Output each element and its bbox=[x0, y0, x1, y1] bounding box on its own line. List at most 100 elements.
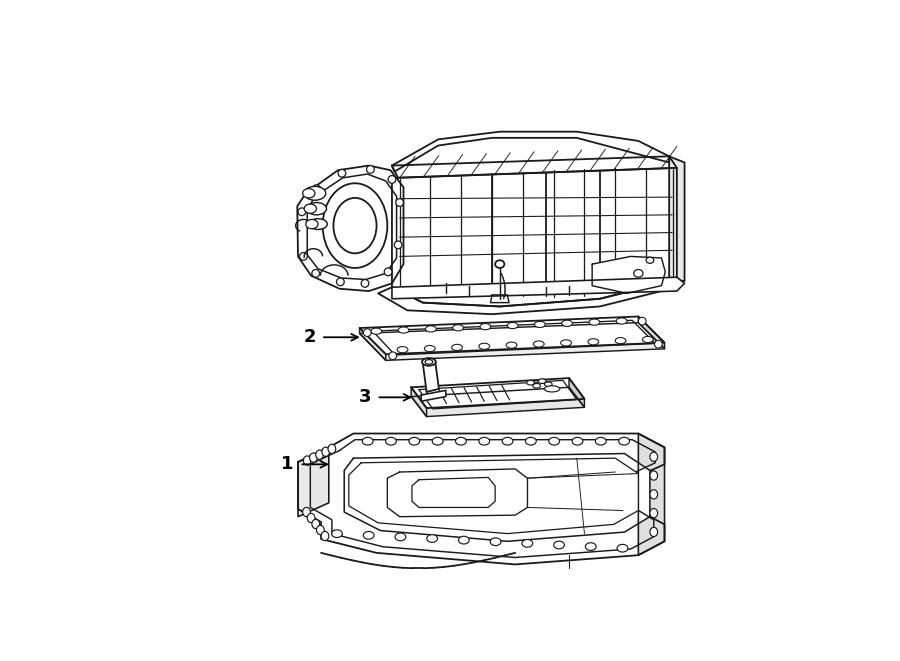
Ellipse shape bbox=[634, 270, 643, 277]
Polygon shape bbox=[592, 256, 665, 293]
Ellipse shape bbox=[300, 253, 307, 260]
Ellipse shape bbox=[502, 438, 513, 445]
Ellipse shape bbox=[312, 520, 319, 529]
Ellipse shape bbox=[422, 358, 436, 366]
Polygon shape bbox=[349, 458, 638, 533]
Ellipse shape bbox=[322, 447, 329, 456]
Ellipse shape bbox=[585, 543, 596, 551]
Ellipse shape bbox=[302, 188, 315, 198]
Ellipse shape bbox=[650, 527, 658, 537]
Ellipse shape bbox=[544, 386, 560, 392]
Ellipse shape bbox=[312, 270, 319, 277]
Ellipse shape bbox=[535, 321, 545, 327]
Ellipse shape bbox=[508, 323, 518, 329]
Ellipse shape bbox=[452, 344, 463, 350]
Ellipse shape bbox=[432, 438, 443, 445]
Ellipse shape bbox=[363, 438, 374, 445]
Ellipse shape bbox=[646, 257, 653, 263]
Ellipse shape bbox=[618, 438, 629, 445]
Ellipse shape bbox=[650, 508, 658, 518]
Text: 2: 2 bbox=[303, 329, 316, 346]
Polygon shape bbox=[669, 156, 685, 281]
Polygon shape bbox=[411, 378, 584, 408]
Ellipse shape bbox=[425, 346, 436, 352]
Ellipse shape bbox=[364, 531, 374, 539]
Ellipse shape bbox=[544, 382, 552, 387]
Ellipse shape bbox=[643, 336, 653, 342]
Ellipse shape bbox=[426, 326, 436, 332]
Ellipse shape bbox=[395, 533, 406, 541]
Ellipse shape bbox=[533, 383, 541, 388]
Ellipse shape bbox=[495, 260, 504, 268]
Ellipse shape bbox=[338, 169, 346, 177]
Polygon shape bbox=[638, 317, 664, 349]
Polygon shape bbox=[392, 156, 677, 178]
Ellipse shape bbox=[321, 531, 328, 541]
Ellipse shape bbox=[561, 340, 572, 346]
Ellipse shape bbox=[366, 165, 374, 173]
Ellipse shape bbox=[526, 380, 535, 385]
Polygon shape bbox=[411, 387, 427, 416]
Ellipse shape bbox=[479, 343, 490, 350]
Ellipse shape bbox=[491, 538, 501, 545]
Ellipse shape bbox=[309, 219, 328, 229]
Ellipse shape bbox=[616, 318, 627, 324]
Ellipse shape bbox=[409, 438, 419, 445]
Polygon shape bbox=[298, 447, 328, 517]
Ellipse shape bbox=[322, 183, 387, 268]
Ellipse shape bbox=[331, 530, 342, 537]
Polygon shape bbox=[421, 391, 446, 401]
Ellipse shape bbox=[588, 338, 598, 345]
Ellipse shape bbox=[638, 317, 646, 325]
Ellipse shape bbox=[549, 438, 560, 445]
Ellipse shape bbox=[453, 325, 464, 331]
Ellipse shape bbox=[371, 328, 382, 334]
Ellipse shape bbox=[302, 508, 310, 517]
Ellipse shape bbox=[425, 360, 433, 364]
Ellipse shape bbox=[394, 241, 402, 249]
Ellipse shape bbox=[596, 438, 607, 445]
Ellipse shape bbox=[385, 438, 396, 445]
Polygon shape bbox=[491, 295, 509, 303]
Ellipse shape bbox=[361, 280, 369, 288]
Ellipse shape bbox=[398, 327, 409, 333]
Ellipse shape bbox=[328, 444, 336, 453]
Polygon shape bbox=[392, 132, 669, 172]
Ellipse shape bbox=[317, 525, 324, 535]
Ellipse shape bbox=[650, 490, 658, 499]
Ellipse shape bbox=[650, 471, 658, 480]
Ellipse shape bbox=[304, 204, 317, 214]
Polygon shape bbox=[638, 434, 664, 555]
Ellipse shape bbox=[396, 199, 403, 206]
Ellipse shape bbox=[306, 219, 318, 229]
Polygon shape bbox=[344, 453, 650, 541]
Ellipse shape bbox=[526, 438, 536, 445]
Ellipse shape bbox=[310, 453, 318, 462]
Ellipse shape bbox=[312, 185, 320, 192]
Ellipse shape bbox=[572, 438, 583, 445]
Ellipse shape bbox=[397, 346, 408, 353]
Ellipse shape bbox=[364, 329, 371, 336]
Ellipse shape bbox=[427, 535, 437, 543]
Ellipse shape bbox=[650, 452, 658, 461]
Ellipse shape bbox=[554, 541, 564, 549]
Ellipse shape bbox=[307, 202, 327, 215]
Polygon shape bbox=[392, 277, 685, 299]
Text: 3: 3 bbox=[359, 388, 371, 407]
Ellipse shape bbox=[616, 338, 625, 344]
Ellipse shape bbox=[562, 320, 572, 327]
Polygon shape bbox=[360, 328, 386, 360]
Polygon shape bbox=[423, 360, 439, 392]
Polygon shape bbox=[387, 469, 527, 517]
Ellipse shape bbox=[384, 268, 392, 276]
Polygon shape bbox=[307, 174, 397, 280]
Ellipse shape bbox=[506, 342, 517, 348]
Ellipse shape bbox=[538, 379, 546, 383]
Ellipse shape bbox=[304, 186, 326, 200]
Ellipse shape bbox=[534, 341, 544, 347]
Polygon shape bbox=[569, 378, 584, 407]
Ellipse shape bbox=[458, 536, 469, 544]
Ellipse shape bbox=[522, 539, 533, 547]
Ellipse shape bbox=[298, 208, 306, 215]
Ellipse shape bbox=[654, 340, 662, 348]
